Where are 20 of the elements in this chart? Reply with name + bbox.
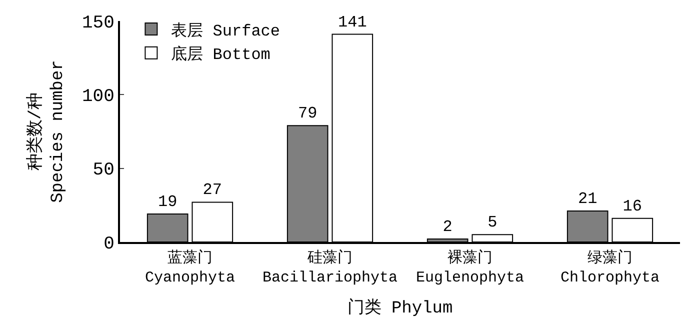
data-label: 16 [622, 197, 642, 216]
x-tick-label: 蓝藻门 Cyanophyta [144, 249, 236, 286]
y-tick-label: 100 [82, 86, 114, 107]
x-tick-label: 裸藻门 Euglenophyta [416, 249, 524, 286]
x-tick-label: 硅藻门 Bacillariophyta [262, 249, 398, 286]
data-label: 27 [202, 181, 222, 200]
data-label: 141 [338, 13, 367, 32]
x-tick-label: 绿藻门 Chlorophyta [560, 249, 660, 286]
y-tick-label: 0 [104, 234, 114, 254]
data-label: 79 [298, 104, 318, 123]
y-tick-label: 150 [82, 13, 114, 34]
legend-label: 表层 Surface [171, 21, 280, 40]
data-label: 21 [578, 190, 598, 208]
y-tick-label: 50 [92, 160, 114, 181]
data-label: 19 [158, 193, 178, 212]
x-axis-title: 门类 Phylum [347, 297, 453, 318]
y-axis-title: 种类数/种 Species number [26, 60, 68, 203]
data-label: 5 [488, 214, 498, 232]
data-label: 2 [442, 218, 452, 236]
legend-label: 底层 Bottom [171, 45, 270, 64]
